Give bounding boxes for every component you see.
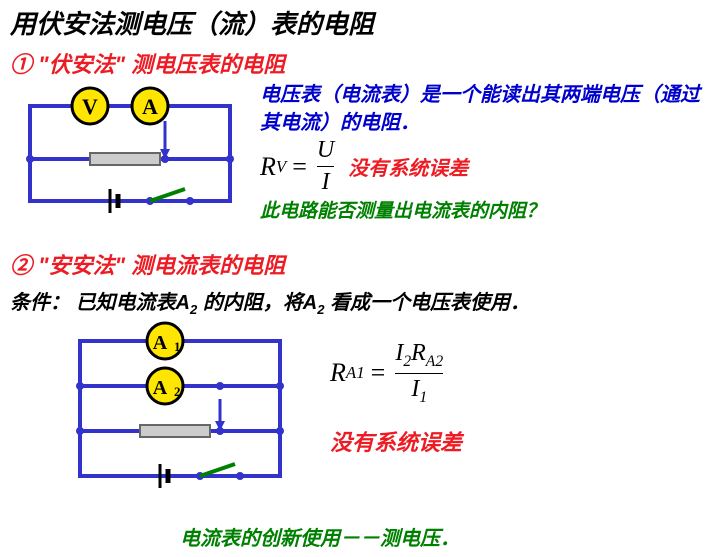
section2-condition: 条件： 已知电流表A2 的内阻，将A2 看成一个电压表使用．	[0, 282, 720, 321]
section1-question: 此电路能否测量出电流表的内阻？	[260, 196, 710, 223]
section1-heading: ① "伏安法" 测电压表的电阻	[0, 45, 720, 81]
section1-method: "伏安法"	[38, 52, 125, 77]
section1-formula-row: RV = U I 没有系统误差	[260, 137, 710, 196]
section2-method: "安安法"	[38, 253, 125, 278]
svg-text:A: A	[153, 332, 168, 354]
circuit2-svg: A 1 A 2	[60, 321, 300, 521]
svg-text:A: A	[153, 377, 168, 399]
page-title: 用伏安法测电压（流）表的电阻	[0, 0, 720, 45]
footer-text: 电流表的创新使用－－测电压．	[180, 522, 460, 551]
svg-text:2: 2	[174, 384, 181, 399]
section2-formula: RA1 = I2RA2 I1	[330, 340, 447, 407]
section2-number: ②	[10, 253, 32, 278]
section2-no-error: 没有系统误差	[330, 425, 462, 457]
svg-text:V: V	[82, 94, 98, 119]
circuit1-svg: V A	[10, 81, 250, 241]
section1-number: ①	[10, 52, 32, 77]
section2-heading: ② "安安法" 测电流表的电阻	[0, 246, 720, 282]
section1-content: V A 电压表（电流表）是一个能读出其两端电压（通过其电流）的电	[0, 81, 720, 246]
section2-rest: 测电流表的电阻	[131, 253, 285, 278]
svg-text:A: A	[142, 94, 158, 119]
section1-description: 电压表（电流表）是一个能读出其两端电压（通过其电流）的电阻．	[260, 81, 710, 137]
section1-no-error: 没有系统误差	[348, 152, 468, 181]
section1-formula: RV = U I	[260, 137, 338, 196]
section1-circuit: V A	[10, 81, 250, 246]
section1-rest: 测电压表的电阻	[131, 52, 285, 77]
svg-text:1: 1	[174, 339, 181, 354]
